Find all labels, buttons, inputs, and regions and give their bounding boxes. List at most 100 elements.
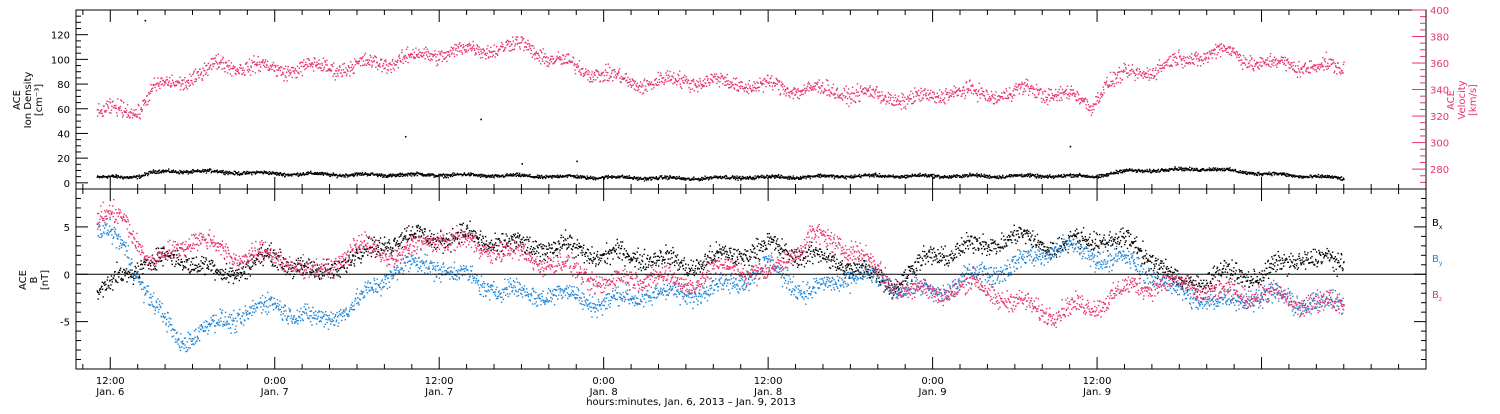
data-point-velocity <box>972 85 974 87</box>
data-point-density <box>1212 169 1214 171</box>
data-point-density <box>483 174 485 176</box>
data-point-density <box>799 178 801 180</box>
data-point-velocity <box>510 50 512 52</box>
data-point-velocity <box>301 74 304 77</box>
data-point-velocity <box>986 99 989 102</box>
data-point-density <box>561 176 563 178</box>
data-point-velocity <box>391 60 394 62</box>
data-point-density <box>386 176 388 178</box>
data-point-density <box>1141 169 1143 171</box>
data-point-density <box>168 168 170 170</box>
data-point-velocity <box>1221 47 1223 49</box>
data-point-density <box>586 177 588 180</box>
data-point-density <box>575 176 578 179</box>
data-point-velocity <box>814 85 816 87</box>
data-point-velocity <box>216 61 218 64</box>
data-point-velocity <box>984 97 986 100</box>
data-point-velocity <box>741 81 743 83</box>
data-point-velocity <box>319 63 321 65</box>
data-point-density <box>174 171 176 173</box>
data-point-velocity <box>1287 58 1289 60</box>
data-point-density <box>753 177 756 179</box>
data-point-density <box>410 175 413 177</box>
data-point-density <box>716 175 718 178</box>
data-point-density <box>264 171 266 174</box>
data-point-velocity <box>1239 59 1241 61</box>
data-point-density <box>1086 174 1088 176</box>
data-point-density <box>1014 175 1017 177</box>
data-point-density <box>176 172 178 174</box>
data-point-velocity <box>427 56 429 58</box>
data-point-velocity <box>193 72 195 74</box>
data-point-velocity <box>890 97 892 99</box>
data-point-density <box>699 178 701 180</box>
data-point-velocity <box>1148 73 1150 76</box>
data-point-velocity <box>265 66 267 69</box>
data-point-velocity <box>143 104 145 106</box>
data-point-velocity <box>184 77 186 79</box>
data-point-velocity <box>489 56 491 58</box>
data-point-velocity <box>594 74 596 76</box>
data-point-density <box>883 176 886 179</box>
data-point-density <box>518 175 520 177</box>
data-point-density <box>352 174 354 177</box>
data-point-velocity <box>1204 59 1207 61</box>
data-point-velocity <box>1070 93 1072 95</box>
data-point-velocity <box>963 92 965 95</box>
data-point-velocity <box>1060 97 1062 99</box>
data-point-velocity <box>508 50 511 52</box>
data-point-velocity <box>761 84 763 86</box>
data-point-density <box>580 175 582 177</box>
data-point-velocity <box>1175 57 1178 59</box>
data-point-density <box>955 174 957 176</box>
data-point-velocity <box>1061 99 1063 101</box>
data-point-velocity <box>448 54 450 56</box>
data-point-velocity <box>780 81 783 83</box>
data-point-density <box>594 179 597 181</box>
data-point-velocity <box>830 91 832 93</box>
data-point-velocity <box>909 94 911 96</box>
data-point-density <box>941 177 943 179</box>
data-point-velocity <box>325 64 327 66</box>
data-point-velocity <box>893 104 896 107</box>
data-point-velocity <box>205 72 208 74</box>
data-point-velocity <box>1151 69 1154 72</box>
data-point-velocity <box>732 77 735 79</box>
data-point-velocity <box>422 52 424 54</box>
data-point-density <box>1192 170 1194 172</box>
data-point-velocity <box>119 107 121 109</box>
data-point-velocity <box>264 66 266 68</box>
data-point-velocity <box>687 79 690 81</box>
data-point-density <box>1063 173 1065 176</box>
data-point-velocity <box>854 101 857 104</box>
data-point-density <box>498 175 500 177</box>
data-point-velocity <box>1289 64 1292 66</box>
data-point-density <box>398 175 400 178</box>
data-point-velocity <box>242 67 244 69</box>
data-point-density <box>1142 171 1144 174</box>
data-point-velocity <box>240 67 242 69</box>
data-point-density <box>189 172 191 174</box>
data-point-velocity <box>1280 59 1282 61</box>
data-point-density <box>177 171 180 173</box>
data-point-density <box>665 178 667 180</box>
data-point-density <box>645 178 647 180</box>
data-point-density <box>223 173 225 175</box>
data-point-velocity <box>593 71 596 74</box>
data-point-velocity <box>396 61 398 63</box>
data-point-density <box>541 174 543 177</box>
data-point-velocity <box>277 64 279 67</box>
data-point-density <box>227 171 230 173</box>
data-point-density <box>282 173 284 175</box>
data-point-density <box>921 173 924 176</box>
data-point-density <box>953 174 955 176</box>
data-point-velocity <box>304 68 306 71</box>
data-point-density <box>184 171 187 173</box>
data-point-density <box>611 177 613 179</box>
data-point-velocity <box>806 89 808 91</box>
data-point-density <box>1179 167 1182 169</box>
data-point-velocity <box>1196 55 1198 57</box>
data-point-density <box>141 175 143 178</box>
data-point-velocity <box>300 71 302 73</box>
data-point-velocity <box>1275 64 1277 66</box>
